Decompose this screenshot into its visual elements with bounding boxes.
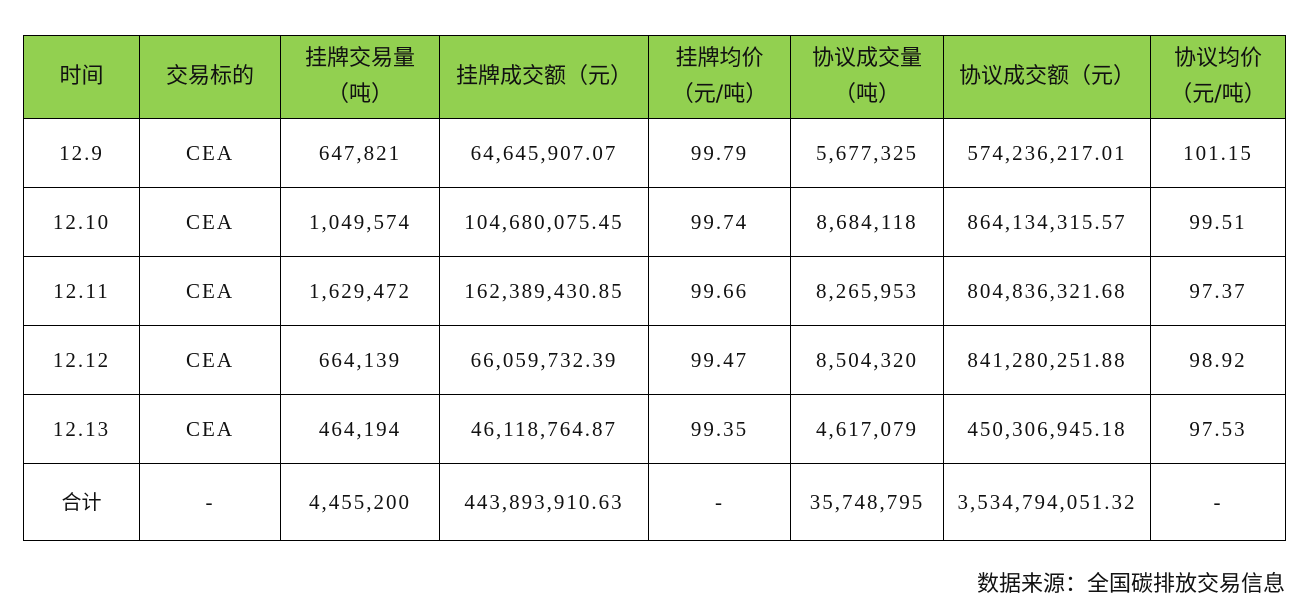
table-cell: 8,265,953 <box>790 256 944 326</box>
table-row: 合计 -4,455,200 443,893,910.63-35,748,795 3,5… <box>23 463 1286 541</box>
table-cell: 1,049,574 <box>280 187 440 257</box>
table-cell: 99.35 <box>648 394 791 464</box>
table-cell: - <box>139 463 281 541</box>
table-row: 12.13 CEA 464,194 46,118,764.87 99.35 4,617,0… <box>23 394 1286 464</box>
table-cell: 104,680,075.45 <box>439 187 649 257</box>
data-table: 时间 交易标的 挂牌交易量（吨） 挂牌成交额（元） 挂牌均价（元/吨） 协议成交量（吨）协… <box>23 35 1286 541</box>
table-cell: 66,059,732.39 <box>439 325 649 395</box>
table-cell: - <box>1150 463 1286 541</box>
table-row: 12.10 CEA 1,049,574 104,680,075.45 99.74 8,68… <box>23 187 1286 257</box>
table-cell: 99.79 <box>648 118 791 188</box>
table-cell: 464,194 <box>280 394 440 464</box>
table-cell: CEA <box>139 325 281 395</box>
table-cell: 1,629,472 <box>280 256 440 326</box>
header-cell: 协议均价（元/吨） <box>1150 35 1286 119</box>
table-cell: CEA <box>139 256 281 326</box>
table-cell: 12.9 <box>23 118 140 188</box>
table-cell: 12.11 <box>23 256 140 326</box>
table-cell: 647,821 <box>280 118 440 188</box>
header-cell: 协议成交额（元） <box>943 35 1151 119</box>
table-cell: 12.10 <box>23 187 140 257</box>
table-cell: 841,280,251.88 <box>943 325 1151 395</box>
table-cell: 99.47 <box>648 325 791 395</box>
table-cell: 574,236,217.01 <box>943 118 1151 188</box>
table-cell: 443,893,910.63 <box>439 463 649 541</box>
table-cell: 4,455,200 <box>280 463 440 541</box>
table-cell: 98.92 <box>1150 325 1286 395</box>
table-row: 12.9 CEA 647,821 64,645,907.07 99.79 5,677,32… <box>23 118 1286 188</box>
table-cell: 864,134,315.57 <box>943 187 1151 257</box>
header-cell: 协议成交量（吨） <box>790 35 944 119</box>
table-cell: 99.51 <box>1150 187 1286 257</box>
table-row: 12.11 CEA 1,629,472 162,389,430.85 99.66 8,26… <box>23 256 1286 326</box>
table-cell: CEA <box>139 187 281 257</box>
table-cell: 46,118,764.87 <box>439 394 649 464</box>
table-cell: 664,139 <box>280 325 440 395</box>
table-cell: 35,748,795 <box>790 463 944 541</box>
table-cell: 97.37 <box>1150 256 1286 326</box>
table-body: 12.9 CEA 647,821 64,645,907.07 99.79 5,677,32… <box>23 118 1286 541</box>
table-cell: 8,504,320 <box>790 325 944 395</box>
table-cell: 450,306,945.18 <box>943 394 1151 464</box>
table-cell: 64,645,907.07 <box>439 118 649 188</box>
source-note: 数据来源：全国碳排放交易信息 <box>976 572 1285 597</box>
table-row: 12.12 CEA 664,139 66,059,732.39 99.47 8,504,3… <box>23 325 1286 395</box>
table-cell: 8,684,118 <box>790 187 944 257</box>
table-cell: 162,389,430.85 <box>439 256 649 326</box>
header-cell: 挂牌均价（元/吨） <box>648 35 791 119</box>
table-cell: 5,677,325 <box>790 118 944 188</box>
table-cell: 97.53 <box>1150 394 1286 464</box>
table-cell: CEA <box>139 118 281 188</box>
table-cell: 99.66 <box>648 256 791 326</box>
header-cell: 挂牌成交额（元） <box>439 35 649 119</box>
table-cell: 3,534,794,051.32 <box>943 463 1151 541</box>
table-cell: 101.15 <box>1150 118 1286 188</box>
table-cell: 12.13 <box>23 394 140 464</box>
header-cell: 时间 <box>23 35 140 119</box>
table-cell: 12.12 <box>23 325 140 395</box>
header-row: 时间 交易标的 挂牌交易量（吨） 挂牌成交额（元） 挂牌均价（元/吨） 协议成交量（吨）协… <box>23 35 1286 119</box>
table-cell: 4,617,079 <box>790 394 944 464</box>
table-cell: - <box>648 463 791 541</box>
header-cell: 交易标的 <box>139 35 281 119</box>
table-cell: 804,836,321.68 <box>943 256 1151 326</box>
table-cell: 99.74 <box>648 187 791 257</box>
table-cell: CEA <box>139 394 281 464</box>
table-cell: 合计 <box>23 463 140 541</box>
header-cell: 挂牌交易量（吨） <box>280 35 440 119</box>
